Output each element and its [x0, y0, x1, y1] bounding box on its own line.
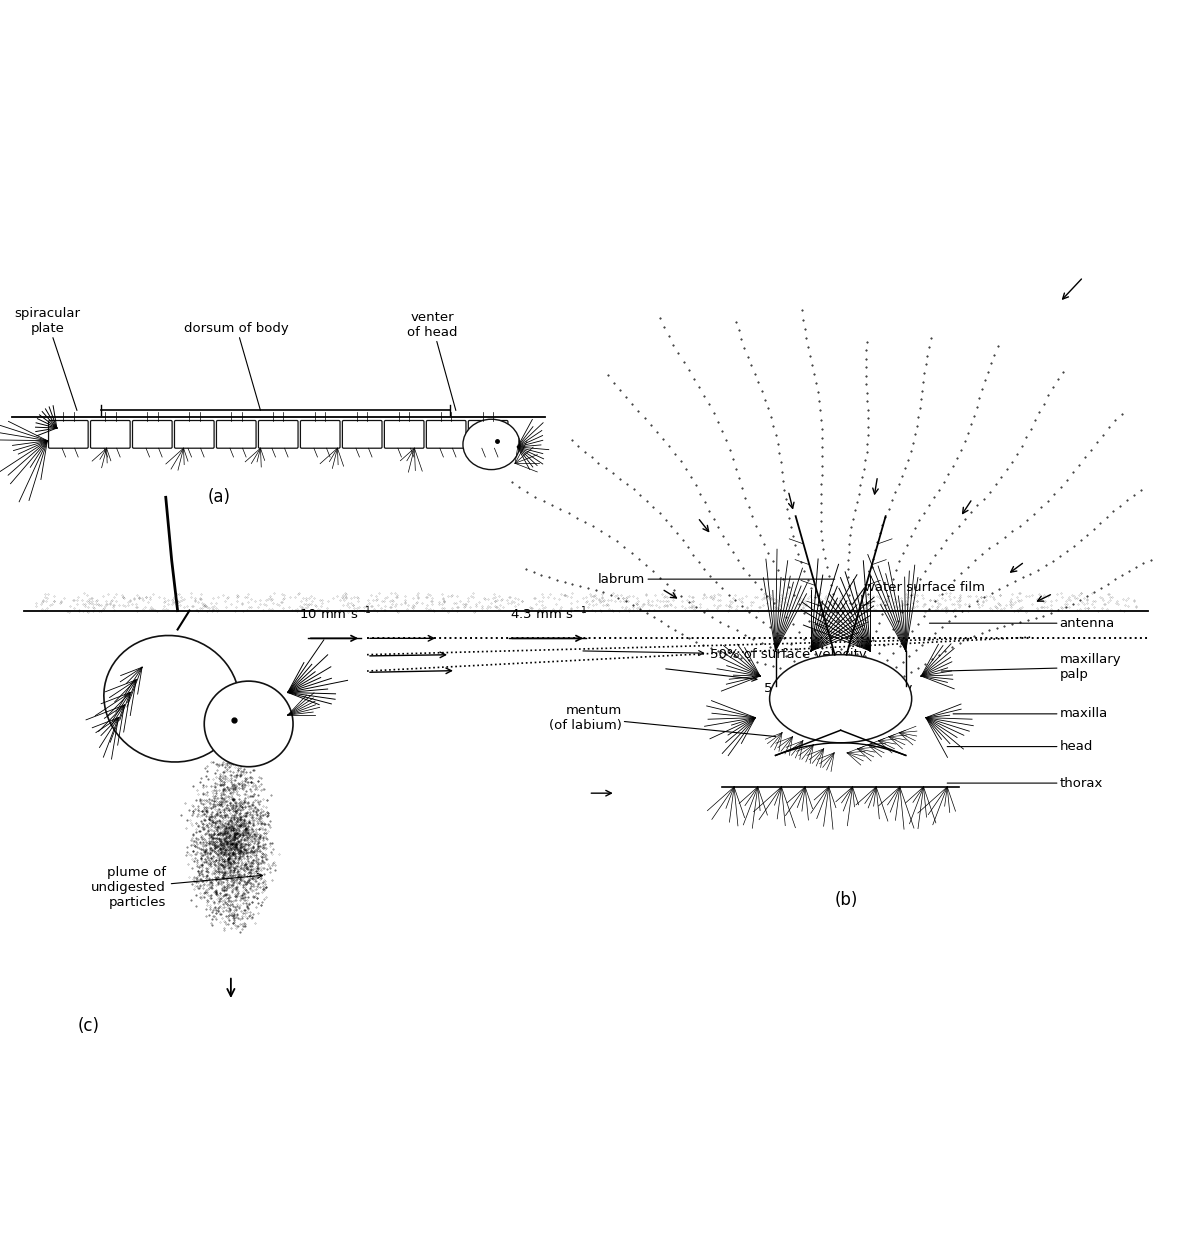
FancyBboxPatch shape — [258, 421, 298, 448]
Text: head: head — [947, 740, 1093, 753]
Text: maxilla: maxilla — [953, 708, 1108, 720]
FancyBboxPatch shape — [426, 421, 466, 448]
FancyBboxPatch shape — [217, 421, 256, 448]
Text: mentum
(of labium): mentum (of labium) — [548, 704, 776, 737]
Text: antenna: antenna — [929, 617, 1115, 630]
Text: 50% of surface velocity: 50% of surface velocity — [583, 648, 867, 661]
Text: 4.3 mm s$^{-1}$: 4.3 mm s$^{-1}$ — [509, 606, 587, 622]
Text: 10 mm s$^{-1}$: 10 mm s$^{-1}$ — [298, 606, 372, 622]
Text: 5% of surface velocity: 5% of surface velocity — [665, 669, 912, 695]
FancyBboxPatch shape — [133, 421, 172, 448]
Text: dorsum of body: dorsum of body — [185, 322, 289, 410]
Text: water surface film: water surface film — [864, 582, 985, 594]
FancyBboxPatch shape — [90, 421, 130, 448]
Ellipse shape — [463, 419, 520, 470]
FancyBboxPatch shape — [385, 421, 424, 448]
Text: labrum: labrum — [598, 573, 835, 585]
FancyBboxPatch shape — [49, 421, 88, 448]
Ellipse shape — [205, 681, 294, 767]
FancyBboxPatch shape — [174, 421, 214, 448]
Text: (a): (a) — [207, 488, 231, 506]
FancyBboxPatch shape — [301, 421, 340, 448]
Text: (c): (c) — [78, 1017, 99, 1035]
Text: maxillary
palp: maxillary palp — [941, 653, 1121, 681]
Text: spiracular
plate: spiracular plate — [14, 307, 81, 410]
Text: (b): (b) — [835, 891, 858, 909]
FancyBboxPatch shape — [342, 421, 382, 448]
Text: thorax: thorax — [947, 777, 1103, 789]
Ellipse shape — [104, 636, 239, 762]
FancyBboxPatch shape — [469, 421, 508, 448]
Text: venter
of head: venter of head — [407, 311, 457, 410]
Ellipse shape — [770, 655, 912, 743]
Text: plume of
undigested
particles: plume of undigested particles — [91, 866, 263, 909]
